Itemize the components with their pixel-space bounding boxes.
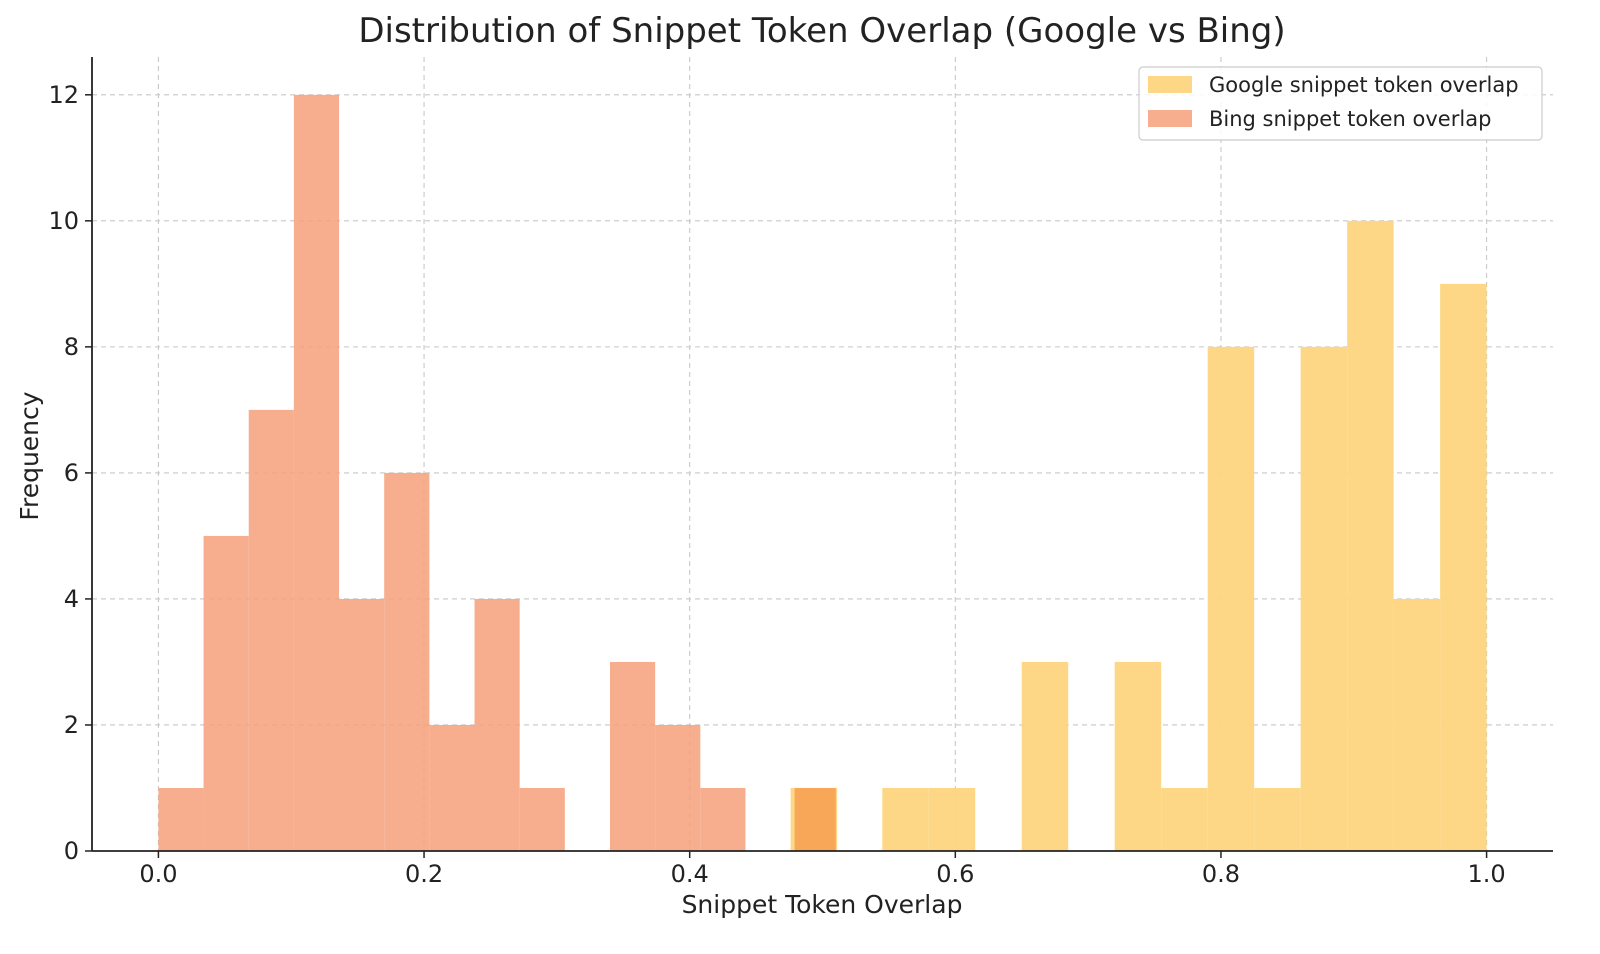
x-tick-label: 0.0 <box>139 860 177 888</box>
bing-histogram-bar <box>474 598 520 851</box>
x-tick-label: 0.6 <box>936 860 974 888</box>
google-histogram-bar <box>1207 346 1255 851</box>
legend-label-google: Google snippet token overlap <box>1209 73 1519 97</box>
bing-histogram-bar <box>203 535 249 851</box>
chart-title: Distribution of Snippet Token Overlap (G… <box>358 11 1285 51</box>
bing-histogram-bar <box>339 598 385 851</box>
bing-histogram-bar <box>293 94 340 852</box>
legend-swatch-bing <box>1148 110 1192 127</box>
legend-frame <box>1138 66 1543 141</box>
legend-label-bing: Bing snippet token overlap <box>1209 107 1491 131</box>
x-tick-label: 0.2 <box>405 860 443 888</box>
bing-histogram-bar <box>384 472 430 851</box>
x-tick-label: 0.8 <box>1202 860 1240 888</box>
bing-histogram-bar <box>248 409 294 851</box>
x-axis-label: Snippet Token Overlap <box>682 890 963 919</box>
y-tick-label: 8 <box>64 333 79 361</box>
bing-histogram-bar <box>158 787 204 851</box>
legend-swatch-google <box>1148 76 1192 93</box>
x-tick-label: 1.0 <box>1468 860 1506 888</box>
y-axis-label: Frequency <box>15 391 44 520</box>
y-tick-label: 10 <box>48 207 79 235</box>
bing-histogram-bar <box>429 724 475 851</box>
google-histogram-bar <box>882 787 929 851</box>
histogram-bars <box>158 94 1487 852</box>
google-histogram-bar <box>1393 598 1441 851</box>
legend: Google snippet token overlap Bing snippe… <box>1138 66 1543 141</box>
axis-ticks: 0.0 0.2 0.4 0.6 0.8 1.0 0 2 4 6 8 10 12 <box>48 81 1505 888</box>
x-tick-label: 0.4 <box>671 860 709 888</box>
google-histogram-bar <box>1347 220 1394 852</box>
google-histogram-bar <box>1114 661 1162 851</box>
bing-histogram-bar <box>519 787 565 851</box>
google-histogram-bar <box>1021 661 1069 851</box>
google-histogram-bar <box>928 787 976 851</box>
y-tick-label: 6 <box>64 459 79 487</box>
bing-histogram-bar <box>655 724 701 851</box>
y-tick-label: 4 <box>64 585 79 613</box>
axes <box>91 57 1553 852</box>
google-histogram-bar <box>1300 346 1348 851</box>
google-histogram-bar <box>1440 283 1487 851</box>
y-tick-label: 2 <box>64 711 79 739</box>
y-tick-label: 12 <box>48 81 79 109</box>
bing-histogram-bar <box>609 661 656 851</box>
google-histogram-bar <box>1161 787 1208 851</box>
y-tick-label: 0 <box>64 837 79 865</box>
bing-histogram-bar <box>700 787 746 851</box>
bing-histogram-bar <box>794 787 836 851</box>
google-histogram-bar <box>1254 787 1301 851</box>
